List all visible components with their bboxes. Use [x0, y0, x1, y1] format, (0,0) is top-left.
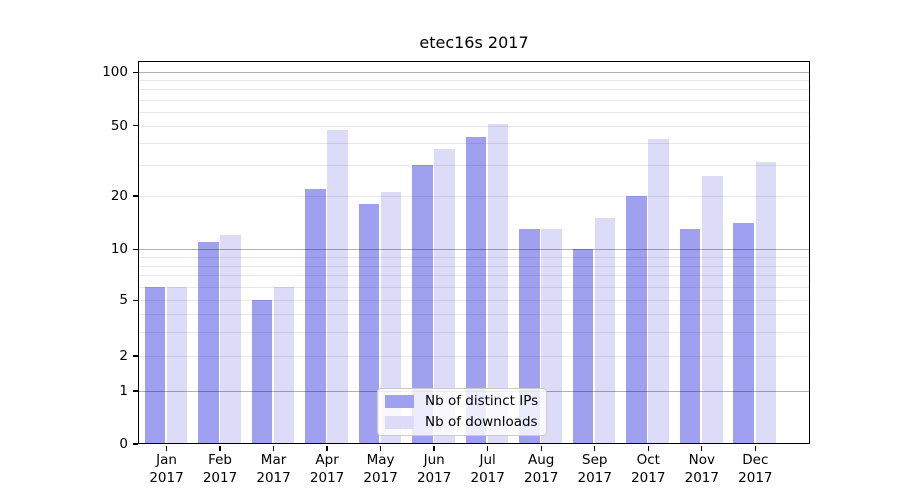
bar-downloads-sep [594, 218, 616, 444]
y-tick-20 [133, 195, 138, 197]
x-tick-feb [219, 445, 221, 451]
bar-distinct-ips-may [358, 204, 380, 444]
y-tick-10 [133, 248, 138, 250]
y-tick-2 [133, 355, 138, 357]
x-tick-jul [486, 445, 489, 451]
gridline-minor-2 [138, 356, 810, 357]
legend-swatch-downloads [385, 416, 414, 429]
gridline-minor-70 [138, 99, 810, 101]
gridline-minor-6 [138, 286, 810, 288]
y-tick-0 [133, 443, 138, 445]
gridline-minor-60 [138, 111, 810, 113]
bar-distinct-ips-feb [198, 241, 219, 444]
legend-item-downloads: Nb of downloads [385, 414, 541, 430]
bar-downloads-dec [755, 162, 777, 444]
y-tick-label-10: 10 [110, 241, 128, 258]
gridline-minor-50 [138, 125, 810, 127]
gridline-major-10 [138, 249, 810, 251]
gridline-minor-8 [138, 265, 810, 267]
bar-downloads-may [380, 192, 402, 444]
bar-downloads-feb [220, 235, 241, 444]
gridline-minor-30 [138, 164, 810, 166]
bar-distinct-ips-jun [412, 164, 433, 444]
x-tick-apr [326, 445, 328, 451]
x-tick-label-jul: Jul 2017 [470, 452, 505, 486]
x-tick-jan [165, 445, 168, 451]
bar-distinct-ips-jul [465, 137, 487, 444]
gridline-minor-5 [138, 300, 810, 302]
bar-downloads-jun [434, 148, 455, 444]
y-tick-label-1: 1 [119, 383, 128, 399]
legend-label-distinct-ips: Nb of distinct IPs [425, 393, 539, 409]
bar-distinct-ips-dec [733, 223, 754, 444]
x-tick-label-nov: Nov 2017 [684, 452, 719, 486]
bar-downloads-mar [273, 286, 295, 444]
x-tick-sep [594, 445, 596, 451]
y-tick-label-50: 50 [110, 117, 128, 134]
x-tick-mar [272, 445, 275, 451]
x-tick-label-mar: Mar 2017 [256, 452, 291, 486]
x-tick-may [379, 445, 382, 451]
y-tick-1 [133, 390, 138, 392]
x-tick-label-feb: Feb 2017 [202, 452, 238, 486]
x-tick-aug [540, 445, 542, 451]
gridline-minor-3 [138, 331, 810, 333]
y-tick-label-5: 5 [119, 292, 128, 309]
bar-distinct-ips-mar [251, 300, 273, 444]
gridline-minor-4 [138, 314, 810, 315]
y-tick-label-100: 100 [102, 64, 128, 81]
gridline-minor-20 [138, 196, 810, 198]
x-tick-jun [433, 445, 435, 451]
y-tick-label-0: 0 [119, 436, 128, 452]
plot-area [138, 61, 810, 444]
y-tick-label-20: 20 [110, 188, 128, 205]
gridline-minor-40 [138, 142, 810, 144]
x-tick-label-sep: Sep 2017 [577, 452, 612, 486]
gridline-major-100 [138, 72, 810, 74]
gridline-minor-80 [138, 89, 810, 91]
gridline-minor-7 [138, 275, 810, 277]
legend: Nb of distinct IPs Nb of downloads [377, 388, 547, 436]
legend-swatch-distinct-ips [385, 395, 414, 408]
x-tick-label-aug: Aug 2017 [524, 452, 559, 486]
bar-downloads-jul [487, 124, 509, 444]
x-tick-label-jan: Jan 2017 [149, 452, 184, 486]
bar-downloads-jan [166, 286, 188, 444]
x-tick-nov [701, 445, 703, 451]
bar-downloads-apr [327, 130, 348, 444]
bar-distinct-ips-oct [626, 196, 647, 444]
y-tick-label-2: 2 [119, 348, 128, 364]
bar-distinct-ips-nov [679, 229, 701, 444]
legend-label-downloads: Nb of downloads [425, 414, 538, 430]
x-tick-oct [647, 445, 649, 451]
gridline-minor-90 [138, 80, 810, 82]
gridline-minor-9 [138, 256, 810, 258]
x-tick-label-dec: Dec 2017 [738, 452, 773, 486]
y-tick-100 [133, 71, 138, 73]
chart-title: etec16s 2017 [419, 33, 529, 52]
legend-item-distinct-ips: Nb of distinct IPs [385, 393, 541, 409]
bar-downloads-nov [702, 175, 723, 444]
bar-distinct-ips-apr [305, 188, 326, 444]
y-tick-50 [133, 124, 138, 127]
x-tick-label-may: May 2017 [363, 452, 398, 486]
x-tick-label-apr: Apr 2017 [309, 452, 345, 486]
bar-distinct-ips-sep [572, 249, 594, 444]
x-tick-label-jun: Jun 2017 [416, 452, 452, 486]
x-tick-label-oct: Oct 2017 [631, 452, 666, 486]
bar-downloads-oct [648, 138, 669, 444]
y-tick-5 [133, 299, 138, 301]
x-tick-dec [754, 445, 757, 451]
bar-distinct-ips-jan [144, 286, 165, 444]
